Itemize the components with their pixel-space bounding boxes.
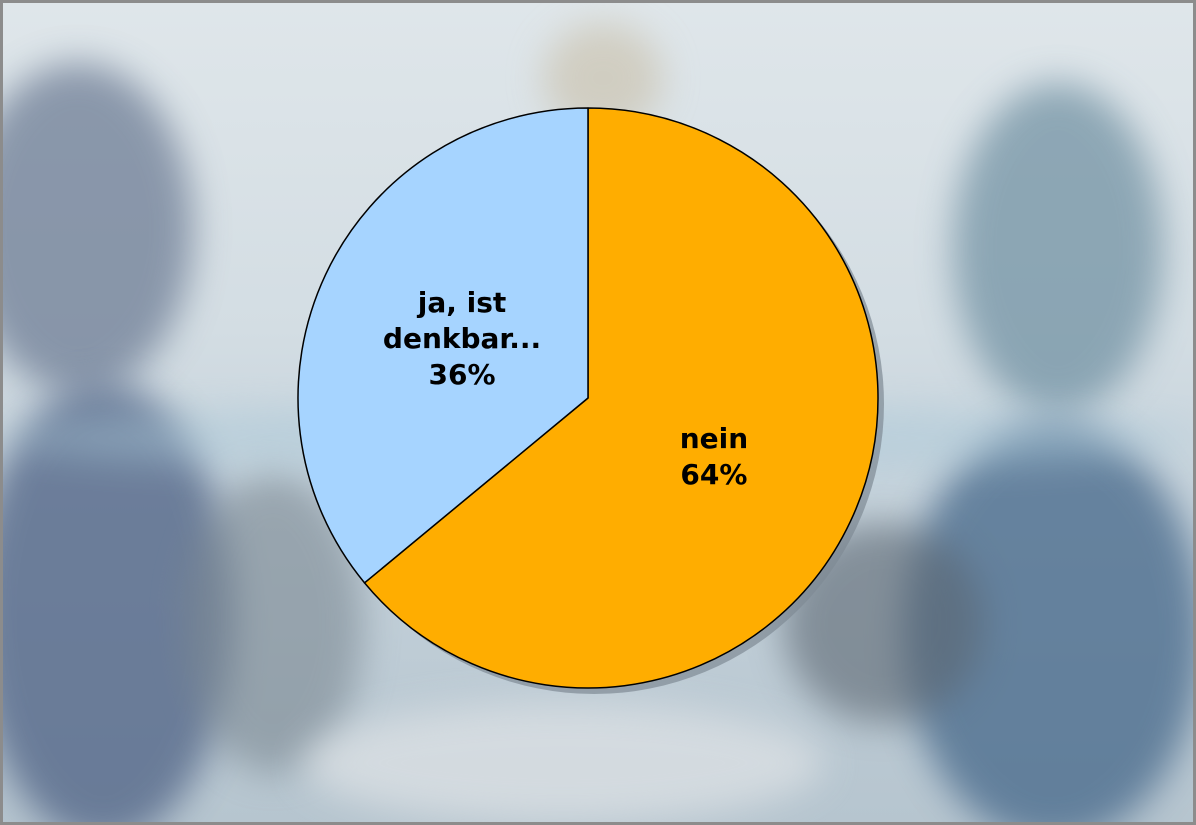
- category-label: ja, ist denkbar...: [372, 285, 552, 357]
- category-label: nein: [624, 421, 804, 457]
- value-label: 64%: [624, 457, 804, 493]
- value-label: 36%: [372, 357, 552, 393]
- slice-label: ja, ist denkbar...36%: [372, 285, 552, 393]
- chart: [0, 0, 1196, 825]
- page: (() => { const data = JSON.parse(documen…: [0, 0, 1196, 825]
